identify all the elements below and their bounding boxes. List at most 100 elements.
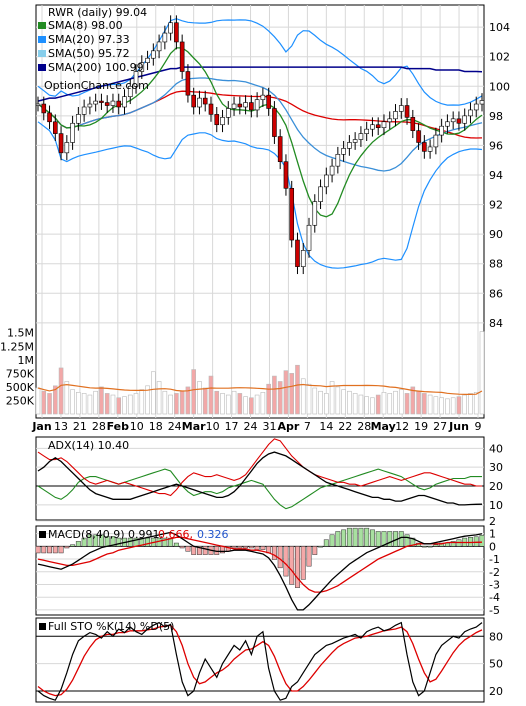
- sto-tick-label: 80: [489, 630, 503, 643]
- price-candle-body: [81, 106, 87, 115]
- price-candle-body: [266, 94, 271, 109]
- legend-swatch-sma50: [38, 50, 46, 57]
- legend-sma200: SMA(200) 100.99: [48, 61, 144, 74]
- volume-bar: [41, 390, 47, 415]
- price-candle-body: [99, 100, 104, 103]
- price-candle-body: [133, 71, 139, 87]
- price-candle-body: [335, 154, 341, 167]
- price-candle-body: [370, 124, 375, 130]
- x-tick-label: 17: [225, 420, 239, 433]
- legend-swatch-sma20: [38, 36, 46, 43]
- bollinger-lower-line: [37, 121, 483, 269]
- volume-bar: [58, 367, 64, 415]
- x-tick-label: Jan: [31, 420, 51, 433]
- volume-bar: [439, 397, 444, 415]
- sto-panel-frame: [35, 617, 485, 703]
- volume-bar: [318, 390, 323, 415]
- price-candle-body: [324, 174, 329, 188]
- volume-bar: [139, 389, 145, 415]
- macd-histogram-bar: [81, 537, 87, 547]
- adx-tick-label: 40: [489, 442, 503, 455]
- volume-bar: [122, 396, 127, 415]
- price-candle-body: [312, 201, 318, 226]
- price-candle-body: [104, 102, 110, 106]
- macd-histogram-bar: [352, 527, 358, 547]
- macd-histogram-bar: [381, 531, 387, 547]
- macd-histogram-bar: [231, 546, 237, 549]
- volume-bar: [358, 394, 364, 415]
- price-candle-body: [214, 114, 220, 126]
- volume-bar: [162, 390, 168, 415]
- x-tick-label: 13: [54, 420, 68, 433]
- x-tick-label: 10: [130, 420, 144, 433]
- volume-bar: [145, 385, 150, 415]
- volume-bar: [300, 378, 306, 415]
- macd-histogram-bar: [52, 546, 58, 554]
- macd-tick-label: 0: [489, 540, 496, 553]
- volume-bar: [341, 389, 346, 415]
- volume-bar: [324, 393, 329, 415]
- sma200-line: [37, 66, 483, 102]
- volume-bar: [214, 390, 220, 415]
- x-tick-label: 27: [433, 420, 447, 433]
- macd-histogram-bar: [197, 546, 202, 555]
- volume-tick-label: 750K: [6, 367, 35, 380]
- macd-histogram-bar: [47, 546, 52, 554]
- sto-d-line: [37, 624, 483, 697]
- price-candle-body: [450, 118, 456, 123]
- volume-bar: [364, 396, 369, 415]
- x-tick-label: 18: [149, 420, 163, 433]
- price-candle-body: [151, 50, 156, 59]
- macd-histogram-bar: [110, 536, 116, 547]
- adx-minus-di-line: [37, 438, 482, 497]
- price-candle-body: [306, 224, 312, 251]
- volume-bar: [352, 393, 358, 415]
- volume-bar: [174, 393, 179, 415]
- price-candle-body: [202, 97, 208, 105]
- bollinger-upper-line: [37, 18, 483, 106]
- volume-average-line: [37, 383, 483, 395]
- macd-value: 0.666,: [158, 528, 193, 541]
- macd-histogram-bar: [433, 544, 439, 547]
- price-candle-body: [393, 111, 398, 120]
- price-candle-body: [76, 114, 81, 124]
- adx-tick-label: 30: [489, 461, 503, 474]
- volume-bar: [445, 398, 450, 415]
- price-tick-label: 96: [489, 139, 503, 152]
- macd-histogram-bar: [473, 536, 479, 547]
- volume-bar: [87, 394, 93, 415]
- price-candle-body: [237, 103, 243, 108]
- sto-tick-label: 20: [489, 685, 503, 698]
- volume-bar: [243, 396, 248, 415]
- price-candle-body: [64, 142, 70, 154]
- price-tick-label: 104: [489, 21, 510, 34]
- volume-bar: [225, 394, 231, 415]
- price-candle-body: [445, 121, 450, 127]
- legend: SMA(8) 98.00 SMA(20) 97.33 SMA(50) 95.72…: [38, 19, 144, 74]
- volume-bar: [370, 397, 375, 415]
- price-candle-body: [358, 133, 364, 140]
- price-candle-body: [249, 102, 254, 111]
- volume-bar: [208, 375, 214, 415]
- macd-histogram-bar: [202, 546, 208, 555]
- price-candle-body: [375, 124, 381, 128]
- price-candle-body: [398, 105, 404, 112]
- price-candle-body: [58, 133, 64, 154]
- price-candle-body: [197, 97, 202, 108]
- price-tick-label: 100: [489, 80, 510, 93]
- macd-histogram-bar: [248, 546, 254, 549]
- macd-label-group: MACD(8,40,9) 0.991, 0.666, 0.326: [39, 528, 229, 541]
- signal-value: 0.326: [197, 528, 229, 541]
- x-tick-label: 22: [338, 420, 352, 433]
- macd-histogram-bar: [70, 544, 76, 547]
- volume-bar: [116, 397, 122, 415]
- volume-bar: [168, 394, 173, 415]
- price-candle-body: [231, 103, 237, 109]
- macd-tick-label: -1: [489, 553, 500, 566]
- x-tick-label: 21: [73, 420, 87, 433]
- x-tick-label: 14: [319, 420, 333, 433]
- macd-histogram-bar: [295, 546, 300, 588]
- price-candle-body: [139, 62, 145, 72]
- macd-histogram-bar: [145, 537, 151, 547]
- macd-histogram-bar: [277, 546, 283, 569]
